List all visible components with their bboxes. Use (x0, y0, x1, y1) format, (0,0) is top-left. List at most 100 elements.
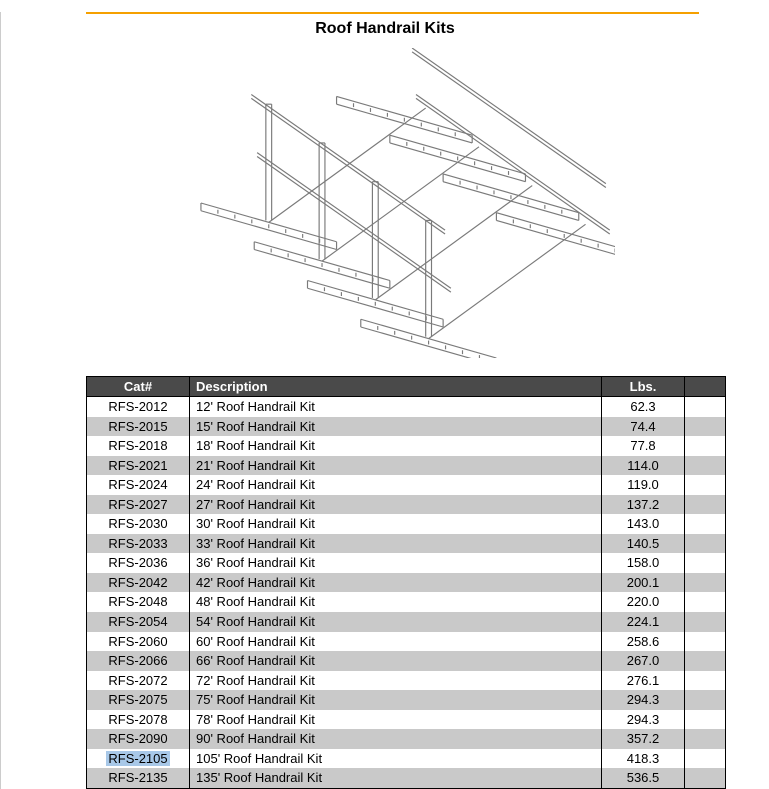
cell-lbs: 137.2 (602, 495, 685, 515)
table-row: RFS-206060' Roof Handrail Kit258.6 (87, 632, 726, 652)
cell-lbs: 74.4 (602, 417, 685, 437)
col-header-desc: Description (190, 377, 602, 397)
cell-desc: 33' Roof Handrail Kit (190, 534, 602, 554)
cell-pad (685, 651, 726, 671)
cell-desc: 60' Roof Handrail Kit (190, 632, 602, 652)
cell-desc: 30' Roof Handrail Kit (190, 514, 602, 534)
table-row: RFS-204242' Roof Handrail Kit200.1 (87, 573, 726, 593)
cell-desc: 75' Roof Handrail Kit (190, 690, 602, 710)
table-row: RFS-203333' Roof Handrail Kit140.5 (87, 534, 726, 554)
table-header-row: Cat# Description Lbs. (87, 377, 726, 397)
table-row: RFS-207878' Roof Handrail Kit294.3 (87, 710, 726, 730)
cell-cat: RFS-2048 (87, 592, 190, 612)
cell-pad (685, 768, 726, 788)
page-title: Roof Handrail Kits (1, 20, 769, 38)
cell-cat: RFS-2018 (87, 436, 190, 456)
cell-cat: RFS-2078 (87, 710, 190, 730)
cell-lbs: 357.2 (602, 729, 685, 749)
table-row: RFS-205454' Roof Handrail Kit224.1 (87, 612, 726, 632)
cell-cat: RFS-2135 (87, 768, 190, 788)
cell-cat: RFS-2054 (87, 612, 190, 632)
cell-desc: 27' Roof Handrail Kit (190, 495, 602, 515)
cell-lbs: 536.5 (602, 768, 685, 788)
cell-lbs: 119.0 (602, 475, 685, 495)
cell-cat: RFS-2012 (87, 397, 190, 417)
cell-cat: RFS-2033 (87, 534, 190, 554)
cell-cat: RFS-2066 (87, 651, 190, 671)
cell-cat: RFS-2075 (87, 690, 190, 710)
cell-pad (685, 417, 726, 437)
col-header-pad (685, 377, 726, 397)
cell-desc: 66' Roof Handrail Kit (190, 651, 602, 671)
table-row: RFS-204848' Roof Handrail Kit220.0 (87, 592, 726, 612)
table-row: RFS-2105105' Roof Handrail Kit418.3 (87, 749, 726, 769)
product-illustration (155, 48, 615, 358)
cell-desc: 36' Roof Handrail Kit (190, 553, 602, 573)
table-row: RFS-203636' Roof Handrail Kit158.0 (87, 553, 726, 573)
cell-lbs: 258.6 (602, 632, 685, 652)
cell-lbs: 220.0 (602, 592, 685, 612)
cell-lbs: 158.0 (602, 553, 685, 573)
cell-pad (685, 632, 726, 652)
cell-cat: RFS-2090 (87, 729, 190, 749)
table-row: RFS-207575' Roof Handrail Kit294.3 (87, 690, 726, 710)
cell-desc: 42' Roof Handrail Kit (190, 573, 602, 593)
cell-pad (685, 475, 726, 495)
table-row: RFS-201515' Roof Handrail Kit74.4 (87, 417, 726, 437)
cell-desc: 21' Roof Handrail Kit (190, 456, 602, 476)
table-row: RFS-202121' Roof Handrail Kit114.0 (87, 456, 726, 476)
cell-desc: 18' Roof Handrail Kit (190, 436, 602, 456)
cell-desc: 135' Roof Handrail Kit (190, 768, 602, 788)
cell-lbs: 276.1 (602, 671, 685, 691)
cell-cat: RFS-2030 (87, 514, 190, 534)
table-row: RFS-206666' Roof Handrail Kit267.0 (87, 651, 726, 671)
cell-lbs: 294.3 (602, 690, 685, 710)
cell-pad (685, 397, 726, 417)
cell-lbs: 114.0 (602, 456, 685, 476)
cell-pad (685, 436, 726, 456)
table-row: RFS-202727' Roof Handrail Kit137.2 (87, 495, 726, 515)
cell-lbs: 224.1 (602, 612, 685, 632)
cell-lbs: 200.1 (602, 573, 685, 593)
cell-pad (685, 690, 726, 710)
product-table: Cat# Description Lbs. RFS-201212' Roof H… (86, 376, 726, 789)
cell-cat: RFS-2015 (87, 417, 190, 437)
cell-lbs: 62.3 (602, 397, 685, 417)
cell-desc: 54' Roof Handrail Kit (190, 612, 602, 632)
cell-desc: 12' Roof Handrail Kit (190, 397, 602, 417)
cell-desc: 72' Roof Handrail Kit (190, 671, 602, 691)
cell-lbs: 143.0 (602, 514, 685, 534)
cell-pad (685, 495, 726, 515)
cell-lbs: 140.5 (602, 534, 685, 554)
cell-pad (685, 592, 726, 612)
cell-cat: RFS-2042 (87, 573, 190, 593)
cell-cat: RFS-2027 (87, 495, 190, 515)
cell-desc: 48' Roof Handrail Kit (190, 592, 602, 612)
cell-pad (685, 456, 726, 476)
cell-desc: 24' Roof Handrail Kit (190, 475, 602, 495)
cell-lbs: 77.8 (602, 436, 685, 456)
cell-lbs: 294.3 (602, 710, 685, 730)
table-row: RFS-209090' Roof Handrail Kit357.2 (87, 729, 726, 749)
cell-pad (685, 553, 726, 573)
cell-lbs: 418.3 (602, 749, 685, 769)
cell-cat: RFS-2060 (87, 632, 190, 652)
table-row: RFS-203030' Roof Handrail Kit143.0 (87, 514, 726, 534)
table-row: RFS-201212' Roof Handrail Kit62.3 (87, 397, 726, 417)
cell-cat: RFS-2105 (87, 749, 190, 769)
table-row: RFS-2135135' Roof Handrail Kit536.5 (87, 768, 726, 788)
cell-pad (685, 710, 726, 730)
cell-pad (685, 612, 726, 632)
cell-cat: RFS-2072 (87, 671, 190, 691)
cell-pad (685, 749, 726, 769)
cell-lbs: 267.0 (602, 651, 685, 671)
cell-pad (685, 573, 726, 593)
cell-pad (685, 514, 726, 534)
cell-pad (685, 534, 726, 554)
accent-rule (86, 12, 699, 14)
table-row: RFS-202424' Roof Handrail Kit119.0 (87, 475, 726, 495)
cell-desc: 90' Roof Handrail Kit (190, 729, 602, 749)
cell-desc: 78' Roof Handrail Kit (190, 710, 602, 730)
table-row: RFS-201818' Roof Handrail Kit77.8 (87, 436, 726, 456)
cell-cat: RFS-2024 (87, 475, 190, 495)
